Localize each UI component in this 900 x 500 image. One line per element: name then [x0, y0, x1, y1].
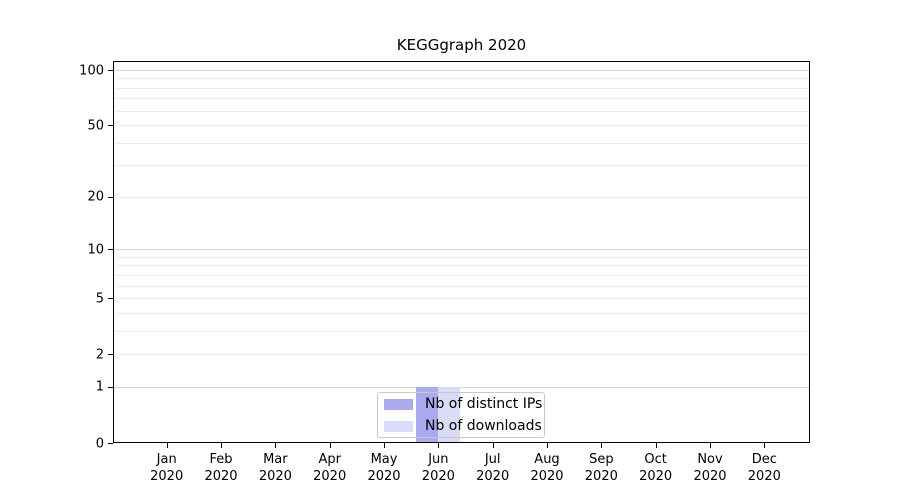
x-tick-label-nov: Nov 2020 [682, 451, 738, 485]
x-label-year: 2020 [150, 469, 184, 484]
x-label-year: 2020 [747, 469, 781, 484]
x-label-year: 2020 [367, 469, 401, 484]
x-tick-apr [329, 443, 331, 448]
x-label-month: Jun [428, 452, 449, 467]
y-tick-10 [108, 249, 113, 251]
y-tick-label-10: 10 [87, 242, 104, 258]
x-tick-nov [710, 443, 711, 448]
legend-swatch-downloads [384, 420, 413, 432]
y-tick-label-5: 5 [95, 291, 104, 307]
x-tick-label-feb: Feb 2020 [193, 451, 249, 485]
x-label-year: 2020 [639, 469, 673, 484]
legend-row-distinct-ips: Nb of distinct IPs [378, 393, 544, 415]
gridline-9 [114, 256, 809, 258]
y-tick-0 [108, 443, 113, 444]
x-tick-label-oct: Oct 2020 [628, 451, 684, 485]
gridline-10 [114, 249, 809, 251]
y-tick-label-0: 0 [95, 436, 104, 451]
y-tick-1 [108, 386, 113, 388]
x-label-year: 2020 [313, 469, 347, 484]
x-tick-jan [166, 443, 168, 448]
x-tick-label-apr: Apr 2020 [302, 451, 358, 485]
x-tick-sep [601, 443, 603, 448]
gridline-100 [114, 70, 809, 71]
y-tick-label-100: 100 [79, 63, 104, 78]
chart-title: KEGGgraph 2020 [396, 36, 527, 54]
legend: Nb of distinct IPs Nb of downloads [377, 392, 545, 438]
gridline-40 [114, 142, 809, 144]
bar-nb-of-distinct-ips-jun [416, 386, 439, 442]
x-tick-label-sep: Sep 2020 [573, 451, 629, 485]
y-tick-20 [108, 196, 113, 198]
legend-swatch-distinct-ips [384, 398, 413, 410]
x-label-month: Dec [751, 452, 777, 467]
gridline-90 [114, 78, 809, 80]
bar-nb-of-downloads-jun [438, 386, 461, 442]
legend-row-downloads: Nb of downloads [378, 415, 544, 437]
x-label-year: 2020 [693, 469, 727, 484]
y-tick-50 [108, 125, 113, 127]
gridline-4 [114, 312, 809, 314]
gridline-20 [114, 196, 809, 198]
x-tick-label-jun: Jun 2020 [410, 451, 466, 485]
x-tick-label-dec: Dec 2020 [736, 451, 792, 485]
x-label-year: 2020 [204, 469, 238, 484]
x-label-year: 2020 [584, 469, 618, 484]
x-tick-aug [547, 443, 548, 448]
y-tick-label-20: 20 [87, 189, 104, 205]
gridline-50 [114, 125, 809, 127]
gridline-80 [114, 87, 809, 89]
gridline-70 [114, 98, 809, 100]
gridline-7 [114, 274, 809, 276]
y-tick-2 [108, 354, 113, 356]
x-tick-label-jul: Jul 2020 [465, 451, 521, 485]
gridline-5 [114, 298, 809, 300]
x-tick-jul [492, 443, 494, 448]
x-tick-label-may: May 2020 [356, 451, 412, 485]
y-tick-label-2: 2 [95, 347, 104, 363]
x-tick-label-aug: Aug 2020 [519, 451, 575, 485]
x-tick-feb [221, 443, 223, 448]
x-label-month: Aug [534, 452, 560, 467]
x-tick-dec [764, 443, 766, 448]
y-tick-5 [108, 298, 113, 300]
x-label-month: Jul [484, 452, 501, 467]
x-tick-label-jan: Jan 2020 [139, 451, 195, 485]
x-label-month: Mar [263, 452, 288, 467]
x-label-month: Oct [644, 452, 667, 467]
x-label-year: 2020 [530, 469, 564, 484]
x-tick-label-mar: Mar 2020 [247, 451, 303, 485]
x-label-year: 2020 [476, 469, 510, 484]
gridline-8 [114, 265, 809, 267]
x-tick-oct [655, 443, 657, 448]
y-tick-label-1: 1 [95, 379, 104, 395]
gridline-1 [114, 386, 809, 388]
y-tick-label-50: 50 [87, 118, 104, 134]
x-label-month: Jan [156, 452, 177, 467]
gridline-2 [114, 354, 809, 356]
legend-label-distinct-ips: Nb of distinct IPs [425, 396, 543, 412]
plot-area [113, 61, 810, 443]
gridline-60 [114, 110, 809, 112]
x-label-month: May [370, 452, 398, 467]
x-label-month: Nov [697, 452, 723, 467]
x-tick-jun [438, 443, 440, 448]
gridline-6 [114, 285, 809, 287]
y-tick-100 [108, 70, 113, 71]
x-tick-may [384, 443, 386, 448]
gridline-3 [114, 330, 809, 332]
x-label-month: Apr [318, 452, 341, 467]
gridline-30 [114, 165, 809, 167]
legend-label-downloads: Nb of downloads [425, 418, 542, 434]
x-tick-mar [275, 443, 277, 448]
x-label-year: 2020 [421, 469, 455, 484]
x-label-year: 2020 [258, 469, 292, 484]
x-label-month: Feb [209, 452, 233, 467]
x-label-month: Sep [589, 452, 614, 467]
